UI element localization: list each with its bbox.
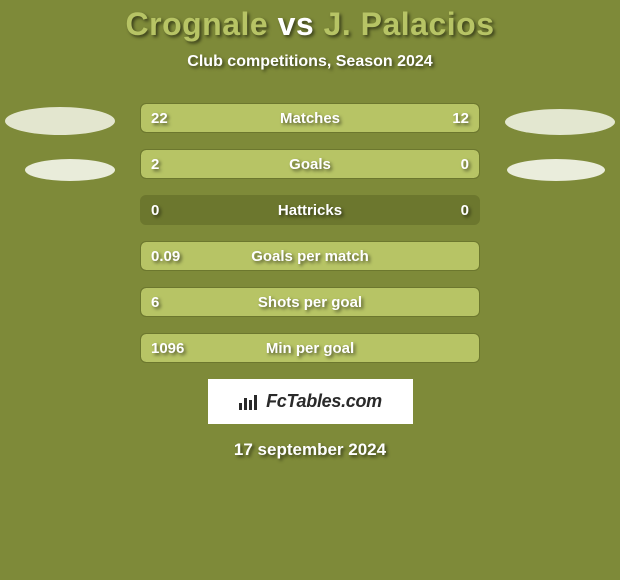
bar-left-fill	[141, 242, 479, 270]
brand-badge: FcTables.com	[208, 379, 413, 424]
stat-row: 20Goals	[140, 149, 480, 179]
vs-text: vs	[278, 6, 315, 42]
player1-name: Crognale	[126, 6, 269, 42]
stat-row: 0 0Hattricks	[140, 195, 480, 225]
bars-chart-icon	[238, 393, 260, 411]
stat-row: 1096Min per goal	[140, 333, 480, 363]
stat-value-left: 0	[151, 196, 159, 224]
blob-shape	[5, 107, 115, 135]
bar-left-fill	[141, 334, 479, 362]
bar-right-fill	[400, 150, 479, 178]
stat-bars: 2212Matches 20Goals 0 0Hattricks 0.09Goals p…	[140, 103, 480, 363]
subtitle: Club competitions, Season 2024	[0, 53, 620, 71]
brand-text: FcTables.com	[266, 391, 382, 412]
stat-label: Hattricks	[141, 196, 479, 224]
stat-row: 2212Matches	[140, 103, 480, 133]
bar-left-fill	[141, 104, 360, 132]
bar-left-fill	[141, 150, 400, 178]
stat-value-right: 0	[461, 196, 469, 224]
date-stamp: 17 september 2024	[0, 440, 620, 460]
blob-shape	[25, 159, 115, 181]
chart-body: 2212Matches 20Goals 0 0Hattricks 0.09Goals p…	[0, 103, 620, 460]
comparison-card: Crognale vs J. Palacios Club competition…	[0, 0, 620, 460]
page-title: Crognale vs J. Palacios	[0, 6, 620, 43]
stat-row: 6Shots per goal	[140, 287, 480, 317]
blob-shape	[505, 109, 615, 135]
stat-row: 0.09Goals per match	[140, 241, 480, 271]
bar-left-fill	[141, 288, 479, 316]
bar-right-fill	[360, 104, 479, 132]
player2-name: J. Palacios	[324, 6, 495, 42]
blob-shape	[507, 159, 605, 181]
